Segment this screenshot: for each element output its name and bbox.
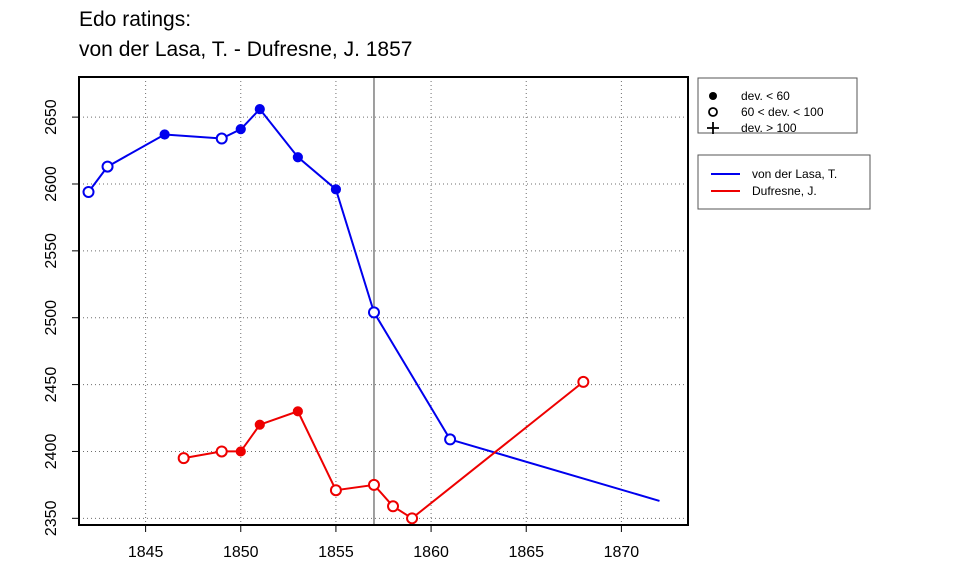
data-point bbox=[254, 103, 265, 115]
marker-legend: dev. < 60 60 < dev. < 100 dev. > 100 bbox=[697, 77, 858, 135]
y-tick-label: 2600 bbox=[43, 166, 60, 202]
marker-legend-label: dev. < 60 bbox=[741, 89, 790, 103]
chart-subtitle: von der Lasa, T. - Dufresne, J. 1857 bbox=[79, 38, 413, 61]
data-point bbox=[235, 124, 246, 135]
grid bbox=[79, 77, 688, 525]
series-legend-label: von der Lasa, T. bbox=[752, 167, 837, 181]
x-tick-label: 1870 bbox=[604, 544, 640, 561]
plot-frame bbox=[78, 76, 689, 526]
y-tick-label: 2650 bbox=[43, 99, 60, 135]
series-legend-box bbox=[697, 154, 871, 210]
y-tick-label: 2450 bbox=[43, 367, 60, 403]
marker-legend-label: dev. > 100 bbox=[741, 121, 797, 135]
series-layer bbox=[82, 103, 660, 525]
data-point bbox=[177, 452, 190, 465]
data-point bbox=[367, 478, 380, 491]
x-tick-label: 1845 bbox=[128, 544, 164, 561]
filled-circle-icon bbox=[709, 92, 717, 100]
legends: dev. < 60 60 < dev. < 100 dev. > 100 von de… bbox=[697, 77, 871, 210]
data-point bbox=[330, 184, 342, 195]
y-tick-label: 2350 bbox=[43, 500, 60, 536]
y-tick-label: 2550 bbox=[43, 233, 60, 269]
chart-title: Edo ratings: bbox=[79, 8, 192, 31]
data-point bbox=[329, 484, 342, 497]
series-1 bbox=[82, 103, 660, 502]
data-point bbox=[387, 500, 400, 513]
data-point bbox=[215, 445, 228, 458]
data-point bbox=[82, 186, 95, 199]
series-line bbox=[183, 381, 584, 520]
data-point bbox=[292, 152, 303, 163]
series-2 bbox=[177, 375, 590, 525]
x-tick-label: 1865 bbox=[508, 544, 544, 561]
data-point bbox=[235, 446, 246, 457]
x-tick-label: 1855 bbox=[318, 544, 354, 561]
data-point bbox=[254, 419, 265, 430]
marker-legend-label: 60 < dev. < 100 bbox=[741, 105, 824, 119]
marker-legend-box bbox=[697, 77, 858, 134]
series-legend-label: Dufresne, J. bbox=[752, 184, 817, 198]
data-point bbox=[577, 375, 590, 388]
data-point bbox=[406, 512, 419, 525]
x-tick-label: 1850 bbox=[223, 544, 259, 561]
data-point bbox=[101, 160, 114, 173]
data-point bbox=[159, 129, 170, 140]
data-point bbox=[215, 132, 228, 145]
data-point bbox=[292, 406, 303, 417]
data-point bbox=[444, 433, 457, 446]
plus-icon bbox=[707, 122, 719, 134]
y-tick-label: 2500 bbox=[43, 300, 60, 336]
x-tick-label: 1860 bbox=[413, 544, 449, 561]
y-tick-label: 2400 bbox=[43, 434, 60, 470]
data-point bbox=[367, 306, 380, 319]
open-circle-icon bbox=[708, 107, 718, 117]
series-legend: von der Lasa, T. Dufresne, J. bbox=[697, 154, 871, 210]
axes: 1845 1850 1855 1860 1865 1870 2350 2400 2450 2500… bbox=[43, 76, 689, 561]
